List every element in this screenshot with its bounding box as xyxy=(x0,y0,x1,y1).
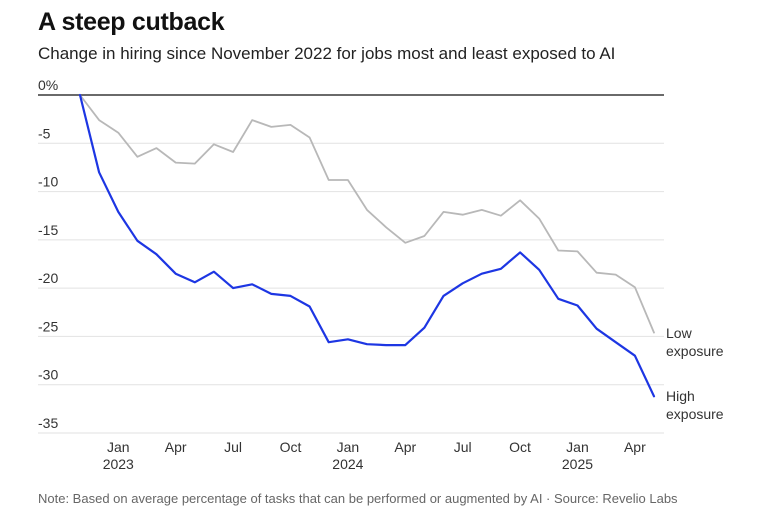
x-tick-label: Jul xyxy=(454,439,472,455)
series-labels: Low exposure High exposure xyxy=(666,325,724,422)
x-tick-year: 2025 xyxy=(562,456,593,472)
series-label-high-exposure: High xyxy=(666,388,695,404)
y-tick-label: -10 xyxy=(38,174,58,190)
y-tick-label: -15 xyxy=(38,222,58,238)
series-line-high-exposure xyxy=(78,93,656,398)
series-label-low-exposure: Low xyxy=(666,325,693,341)
x-tick-label: Jan xyxy=(566,439,589,455)
series-line-low-exposure xyxy=(79,94,655,334)
x-tick-label: Apr xyxy=(165,439,187,455)
x-tick-year: 2023 xyxy=(103,456,134,472)
chart-note: Note: Based on average percentage of tas… xyxy=(38,491,678,506)
y-tick-label: -25 xyxy=(38,318,58,334)
x-tick-label: Oct xyxy=(509,439,531,455)
chart-title: A steep cutback xyxy=(38,8,225,36)
x-tick-label: Apr xyxy=(624,439,646,455)
x-tick-label: Jan xyxy=(337,439,360,455)
x-tick-label: Oct xyxy=(280,439,302,455)
x-tick-label: Jan xyxy=(107,439,130,455)
y-tick-label: -20 xyxy=(38,270,58,286)
series-label-high-exposure: exposure xyxy=(666,406,724,422)
y-axis-labels: 0% -5 -10 -15 -20 -25 -30 -35 xyxy=(38,77,58,431)
x-tick-label: Jul xyxy=(224,439,242,455)
series-label-low-exposure: exposure xyxy=(666,343,724,359)
gridlines xyxy=(38,94,664,434)
chart-subtitle: Change in hiring since November 2022 for… xyxy=(38,44,616,63)
y-tick-label: -30 xyxy=(38,367,58,383)
x-tick-year: 2024 xyxy=(332,456,363,472)
x-tick-label: Apr xyxy=(394,439,416,455)
y-tick-label: 0% xyxy=(38,77,58,93)
y-tick-label: -5 xyxy=(38,125,51,141)
series-lines xyxy=(78,93,656,398)
y-tick-label: -35 xyxy=(38,415,58,431)
